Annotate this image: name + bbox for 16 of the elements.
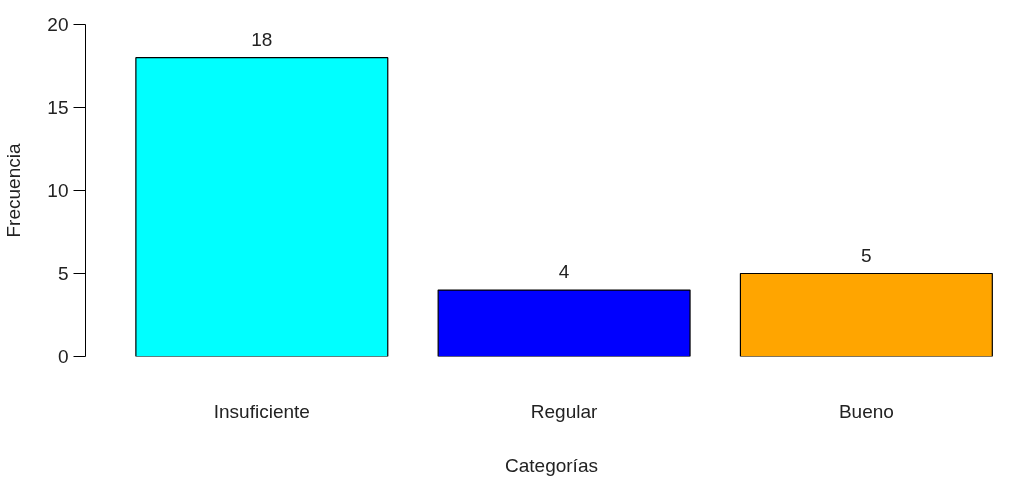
x-tick-label: Bueno <box>838 400 894 422</box>
y-axis-title: Frecuencia <box>3 143 25 238</box>
y-tick-label: 20 <box>47 14 69 35</box>
x-tick-label: Insuficiente <box>213 400 310 422</box>
x-axis-title: Categorías <box>505 454 598 476</box>
y-tick-label: 5 <box>57 263 69 284</box>
x-tick-label: Regular <box>530 400 599 422</box>
data-label: 5 <box>861 244 872 266</box>
data-label: 4 <box>558 261 570 283</box>
y-tick-label: 10 <box>47 180 69 201</box>
bar <box>739 272 993 357</box>
bar <box>135 57 389 357</box>
y-tick-label: 15 <box>47 97 69 118</box>
y-tick-label: 0 <box>57 346 69 367</box>
data-label: 18 <box>251 28 273 50</box>
bar <box>437 289 691 357</box>
